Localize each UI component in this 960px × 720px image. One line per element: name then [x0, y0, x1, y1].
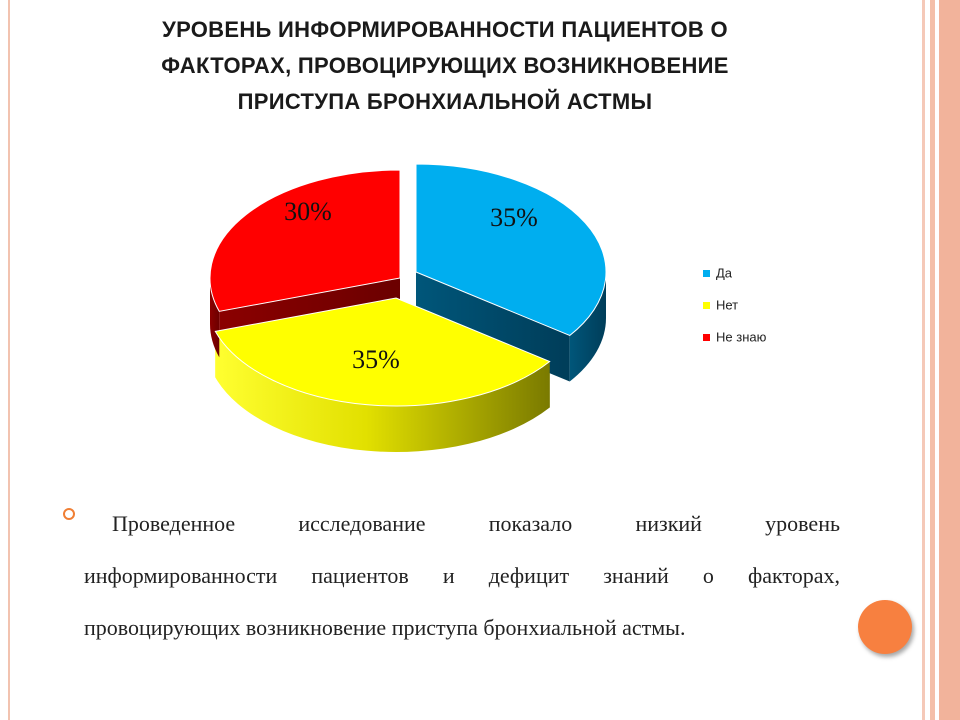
conclusion-line: провоцирующих возникновение приступа бро… — [84, 615, 686, 640]
frame-right-band — [939, 0, 960, 720]
legend-swatch — [703, 302, 710, 309]
legend-swatch — [703, 334, 710, 341]
conclusion-line: информированности пациентов и дефицит зн… — [84, 563, 840, 588]
conclusion-text: Проведенное исследование показало низкий… — [84, 498, 840, 654]
pie-slice — [415, 163, 607, 337]
legend-label: Да — [716, 266, 733, 281]
bullet-icon — [63, 508, 75, 520]
legend-swatch — [703, 270, 710, 277]
title-line: ФАКТОРАХ, ПРОВОЦИРУЮЩИХ ВОЗНИКНОВЕНИЕ — [161, 53, 729, 78]
pie-data-label: 35% — [490, 203, 538, 232]
slide-title: УРОВЕНЬ ИНФОРМИРОВАННОСТИ ПАЦИЕНТОВ О ФА… — [40, 12, 850, 120]
conclusion-line: Проведенное исследование показало низкий… — [112, 511, 840, 536]
frame-right-line-2 — [930, 0, 935, 720]
pie-slice — [214, 297, 551, 407]
pie-data-label: 30% — [284, 197, 332, 226]
decorative-orange-circle — [858, 600, 912, 654]
legend-label: Нет — [716, 298, 738, 313]
frame-right-line-1 — [922, 0, 925, 720]
legend-label: Не знаю — [716, 330, 767, 345]
title-line: ПРИСТУПА БРОНХИАЛЬНОЙ АСТМЫ — [237, 89, 653, 114]
pie-slice — [209, 169, 401, 312]
title-line: УРОВЕНЬ ИНФОРМИРОВАННОСТИ ПАЦИЕНТОВ О — [162, 17, 728, 42]
pie-slice-side — [569, 272, 606, 382]
pie-slice-side — [210, 278, 220, 358]
pie-slice-side — [215, 331, 550, 453]
frame-left-line — [8, 0, 10, 720]
pie-data-label: 35% — [352, 345, 400, 374]
